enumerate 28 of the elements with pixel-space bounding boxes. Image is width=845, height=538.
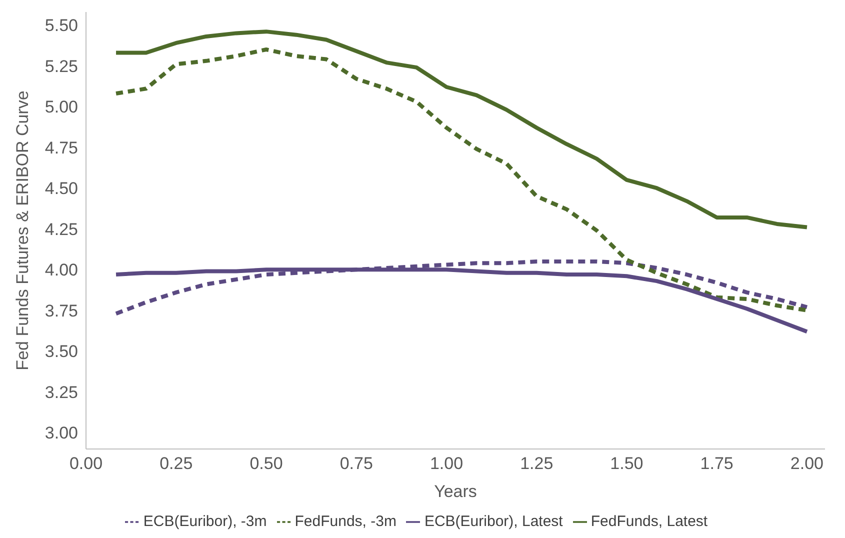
y-tick-label: 3.50 <box>44 342 78 362</box>
y-tick-label: 4.00 <box>44 260 78 280</box>
x-tick-label: 0.50 <box>250 454 283 474</box>
x-tick-label: 0.25 <box>160 454 193 474</box>
x-axis-title: Years <box>434 482 477 501</box>
x-tick-label: 1.25 <box>520 454 554 474</box>
legend-label: FedFunds, -3m <box>294 513 396 530</box>
y-tick-label: 5.25 <box>44 56 78 76</box>
y-tick-label: 3.00 <box>44 424 78 443</box>
y-tick-label: 3.25 <box>44 382 78 402</box>
line-series <box>114 30 809 230</box>
x-tick-label: 0.00 <box>69 454 103 474</box>
y-tick-label: 4.50 <box>44 179 78 198</box>
x-tick-label: 1.00 <box>430 454 464 474</box>
y-tick-label: 3.75 <box>44 301 78 320</box>
legend-label: FedFunds, Latest <box>590 513 708 530</box>
legend-label: ECB(Euribor), -3m <box>143 513 267 530</box>
legend-label: ECB(Euribor), Latest <box>424 513 563 530</box>
x-tick-label: 1.75 <box>700 454 734 474</box>
x-tick-label: 2.00 <box>790 454 824 474</box>
y-tick-label: 5.00 <box>44 98 78 117</box>
line-series <box>114 48 809 312</box>
x-tick-label: 1.50 <box>610 454 644 474</box>
y-axis-title: Fed Funds Futures & ERIBOR Curve <box>13 90 32 370</box>
y-tick-label: 4.75 <box>44 138 78 158</box>
y-tick-label: 5.50 <box>44 16 78 36</box>
y-tick-label: 4.25 <box>44 220 78 239</box>
x-tick-label: 0.75 <box>340 454 373 474</box>
